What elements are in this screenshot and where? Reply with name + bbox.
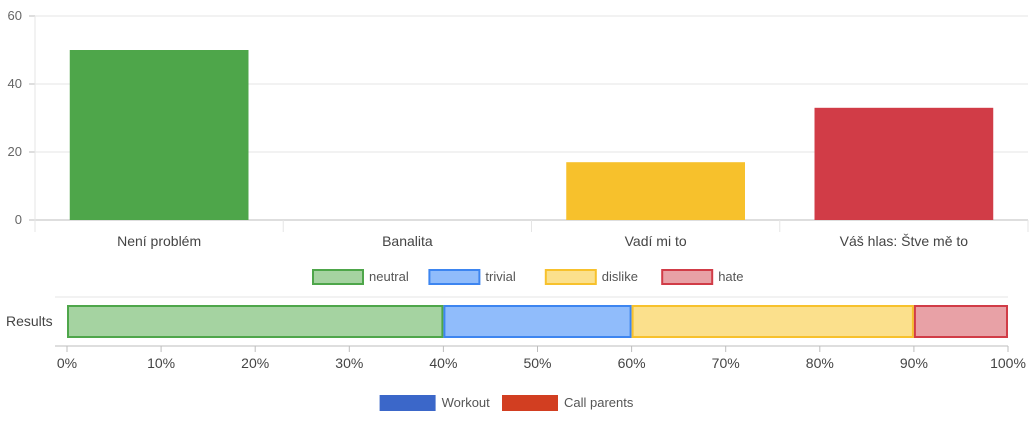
x-tick-label: 0% [57, 355, 77, 371]
x-tick-label: 50% [523, 355, 551, 371]
legend-label-neutral: neutral [369, 269, 409, 284]
x-tick-label: 10% [147, 355, 175, 371]
legend-swatch-workout [379, 395, 436, 411]
legend-label-workout: Workout [442, 395, 491, 410]
results-category-label: Results [6, 313, 53, 329]
x-tick-label: Váš hlas: Štve mě to [840, 233, 969, 249]
x-tick-label: 60% [618, 355, 646, 371]
x-tick-label: Vadí mi to [625, 233, 687, 249]
stacked-segment-hate [913, 305, 1009, 338]
x-tick-label: 30% [335, 355, 363, 371]
x-tick-label: Banalita [382, 233, 433, 249]
x-tick-label: Není problém [117, 233, 201, 249]
y-tick-label: 0 [15, 212, 22, 227]
results-legend: neutral trivial dislike hate [312, 269, 744, 285]
x-tick-label: 100% [990, 355, 1026, 371]
legend-swatch-neutral [312, 269, 364, 285]
legend-label-trivial: trivial [485, 269, 515, 284]
legend-label-dislike: dislike [602, 269, 638, 284]
bar-vas-hlas-stve-me-to [814, 107, 994, 220]
legend-swatch-trivial [428, 269, 481, 285]
x-tick-label: 80% [806, 355, 834, 371]
y-tick-label: 20 [8, 144, 22, 159]
legend-label-call-parents: Call parents [564, 395, 634, 410]
x-tick-label: 70% [712, 355, 740, 371]
results-stacked-chart: Results 0% 10% 20% 30% 40% 50% 60% 70% 80% 90% 100% [6, 296, 1026, 371]
legend-swatch-dislike [544, 269, 597, 285]
stacked-segment-trivial [443, 305, 632, 338]
legend-swatch-hate [661, 269, 714, 285]
y-tick-label: 60 [8, 8, 22, 23]
legend-swatch-call-parents [502, 395, 558, 411]
y-tick-label: 40 [8, 76, 22, 91]
x-tick-label: 40% [429, 355, 457, 371]
x-tick-label: 20% [241, 355, 269, 371]
bar-neni-problem [69, 50, 249, 220]
x-tick-label: 90% [900, 355, 928, 371]
stacked-segment-dislike [631, 305, 914, 338]
bar-vadi-mi-to [566, 162, 745, 220]
vote-bar-chart: 0 20 40 60 Není problém Banalita Vadí mi to Váš… [8, 8, 1029, 249]
legend-label-hate: hate [718, 269, 743, 284]
stacked-segment-neutral [67, 305, 444, 338]
